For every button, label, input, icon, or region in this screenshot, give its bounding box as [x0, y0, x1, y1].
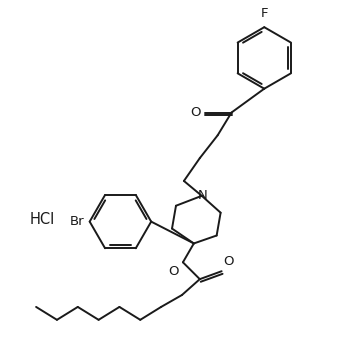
Text: O: O	[223, 255, 234, 268]
Text: F: F	[261, 7, 268, 20]
Text: O: O	[168, 265, 179, 278]
Text: Br: Br	[70, 215, 85, 228]
Text: O: O	[190, 106, 201, 119]
Text: N: N	[198, 189, 208, 202]
Text: HCl: HCl	[29, 212, 54, 227]
